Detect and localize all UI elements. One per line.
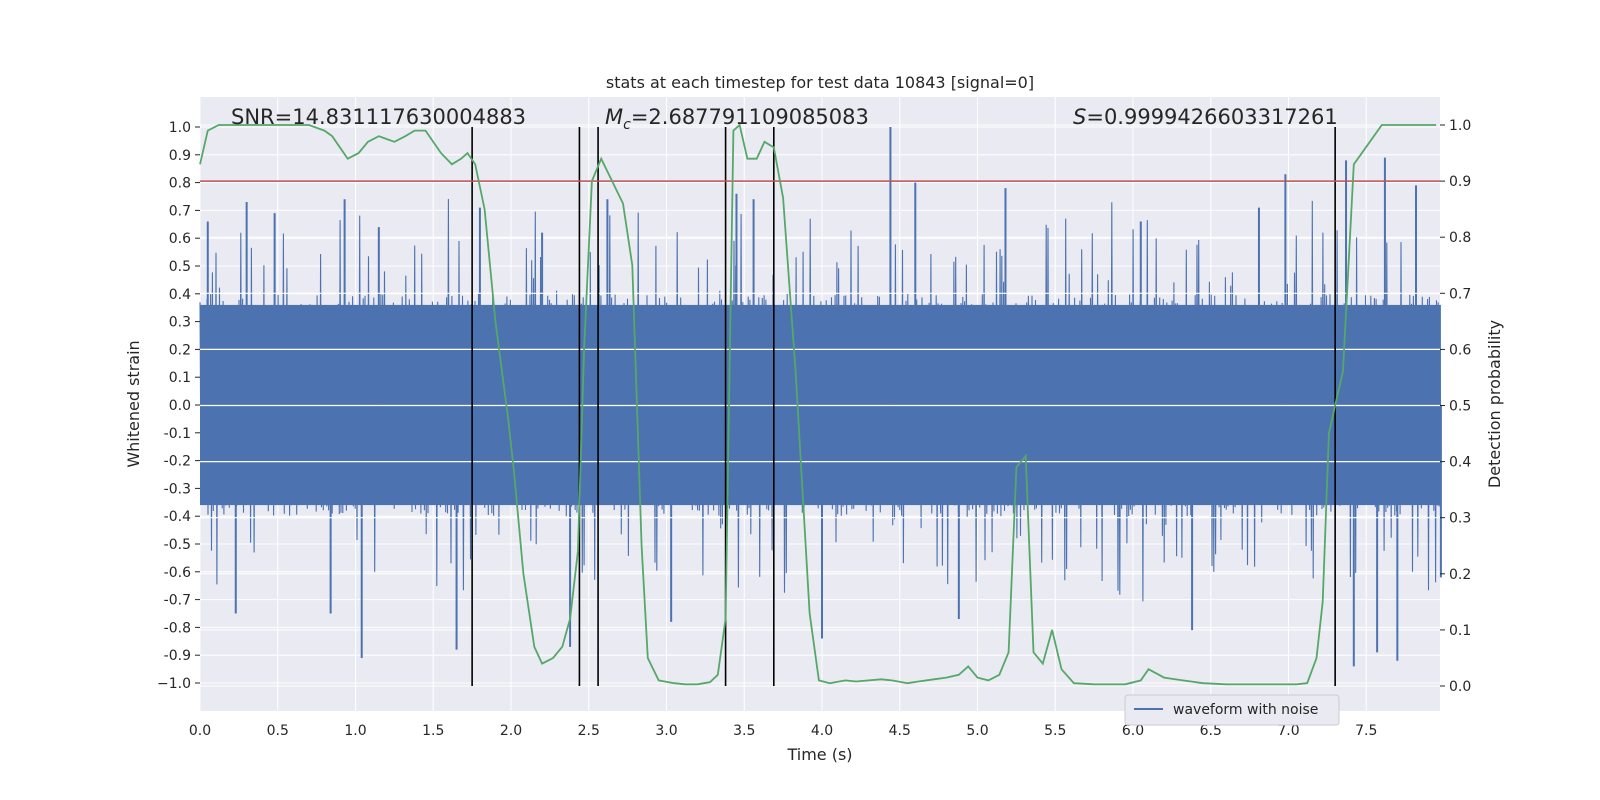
x-tick-label: 4.0 — [811, 723, 833, 739]
y-tick-label: -0.5 — [164, 537, 191, 553]
s-annotation: S=0.9999426603317261 — [1073, 105, 1338, 129]
y-tick-label: 0.9 — [169, 148, 191, 164]
y-tick-label: -0.4 — [164, 509, 191, 525]
y-tick-label: −1.0 — [157, 676, 191, 692]
x-tick-label: 6.0 — [1122, 723, 1144, 739]
chirp-mass-value: =2.687791109085083 — [631, 105, 869, 129]
y-tick-label: -0.2 — [164, 454, 191, 470]
y-tick-label: 0.4 — [169, 287, 191, 303]
y-tick-label: 0.1 — [169, 370, 191, 386]
x-tick-label: 2.5 — [578, 723, 600, 739]
y-axis-label: Whitened strain — [124, 340, 143, 467]
x-tick-label: 3.5 — [733, 723, 755, 739]
probability-line — [199, 123, 1437, 686]
y2-axis-label: Detection probability — [1485, 320, 1504, 488]
y2-tick-label: 0.5 — [1449, 399, 1471, 415]
x-tick-label: 1.5 — [422, 723, 444, 739]
x-tick-label: 3.0 — [655, 723, 677, 739]
x-tick-label: 5.5 — [1044, 723, 1066, 739]
y-tick-label: -0.7 — [164, 593, 191, 609]
y2-tick-label: 0.0 — [1449, 679, 1471, 695]
y-tick-label: -0.9 — [164, 648, 191, 664]
y-tick-label: 0.8 — [169, 176, 191, 192]
y2-tick-label: 0.7 — [1449, 286, 1471, 302]
snr-annotation: SNR=14.831117630004883 — [231, 105, 526, 129]
x-tick-label: 7.5 — [1355, 723, 1377, 739]
x-tick-label: 2.0 — [500, 723, 522, 739]
y-tick-label: 0.5 — [169, 259, 191, 275]
y2-tick-label: 0.1 — [1449, 623, 1471, 639]
y-tick-label: 0.3 — [169, 315, 191, 331]
y2-axis-ticks: 1.0 0.9 0.8 0.7 0.6 0.5 0.4 0.3 0.2 0.1 0.0 — [1440, 118, 1471, 695]
y-tick-label: 1.0 — [169, 120, 191, 136]
legend-box — [1124, 694, 1340, 726]
y2-tick-label: 0.2 — [1449, 567, 1471, 583]
chart-title: stats at each timestep for test data 108… — [606, 73, 1034, 92]
x-tick-label: 1.0 — [344, 723, 366, 739]
y-tick-label: 0.6 — [169, 231, 191, 247]
waveform-series — [199, 127, 1442, 667]
y2-tick-label: 0.8 — [1449, 230, 1471, 246]
x-tick-label: 7.0 — [1277, 723, 1299, 739]
y2-tick-label: 1.0 — [1449, 118, 1471, 134]
y-tick-label: -0.8 — [164, 620, 191, 636]
y2-tick-label: 0.3 — [1449, 511, 1471, 527]
s-value: =0.9999426603317261 — [1086, 105, 1337, 129]
y-tick-label: 0.0 — [169, 398, 191, 414]
y-tick-label: -0.3 — [164, 481, 191, 497]
x-tick-label: 0.0 — [189, 723, 211, 739]
y-tick-label: 0.7 — [169, 203, 191, 219]
chirp-mass-annotation: Mc=2.687791109085083 — [605, 105, 869, 133]
y-tick-label: -0.6 — [164, 565, 191, 581]
y2-tick-label: 0.4 — [1449, 455, 1471, 471]
x-axis-ticks: 0.0 0.5 1.0 1.5 2.0 2.5 3.0 3.5 4.0 4.5 5.0 5.5 6.0 6… — [189, 723, 1378, 739]
y-tick-label: 0.2 — [169, 342, 191, 358]
legend: waveform with noise — [1124, 694, 1340, 726]
y2-tick-label: 0.9 — [1449, 174, 1471, 190]
y-axis-ticks: 1.0 0.9 0.8 0.7 0.6 0.5 0.4 0.3 0.2 0.1 0.0 -0.1 -0.… — [157, 120, 200, 692]
x-axis-label: Time (s) — [786, 745, 852, 764]
chirp-mass-symbol: M — [605, 105, 623, 129]
chirp-mass-subscript: c — [623, 117, 631, 133]
probability-series — [199, 123, 1437, 686]
x-tick-label: 6.5 — [1200, 723, 1222, 739]
y2-tick-label: 0.6 — [1449, 342, 1471, 358]
x-tick-label: 5.0 — [966, 723, 988, 739]
x-tick-label: 0.5 — [267, 723, 289, 739]
legend-entry: waveform with noise — [1173, 702, 1318, 718]
s-symbol: S — [1073, 105, 1086, 129]
x-tick-label: 4.5 — [889, 723, 911, 739]
y-tick-label: -0.1 — [164, 426, 191, 442]
